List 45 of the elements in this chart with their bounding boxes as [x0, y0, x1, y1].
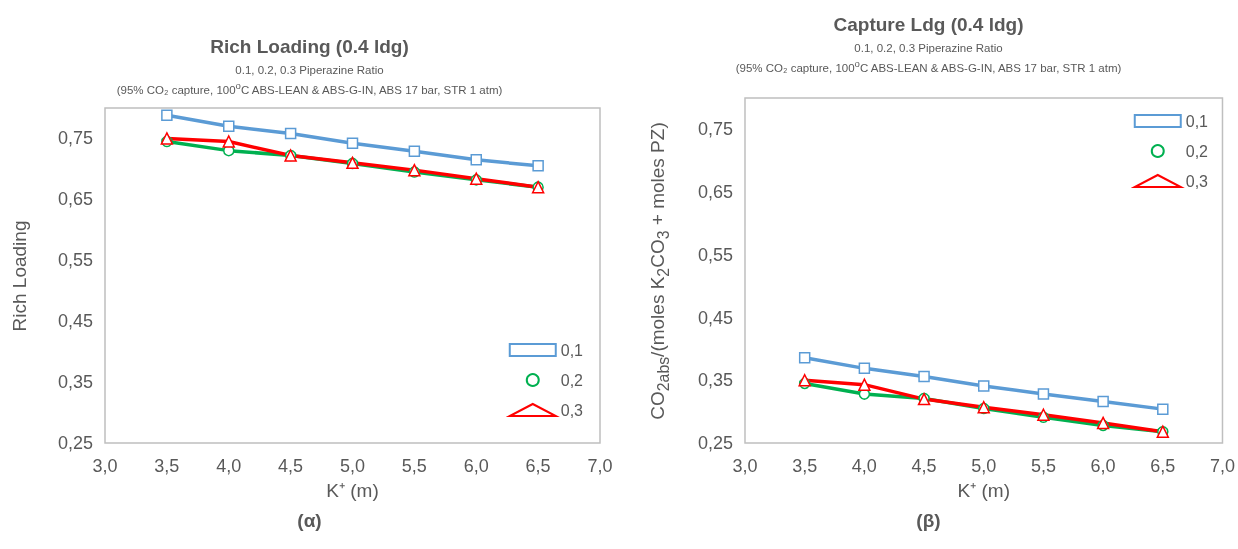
y-tick-label: 0,35: [697, 370, 733, 391]
text: (β): [915, 510, 942, 532]
y-tick-label: 0,25: [697, 433, 733, 453]
y-axis-title: Rich Loading: [9, 220, 31, 331]
y-tick-label: 0,65: [697, 182, 733, 203]
x-tick-label: 3,0: [732, 456, 758, 476]
legend-label: 0,1: [1185, 112, 1209, 130]
chart-title: Capture Ldg (0.4 ldg): [832, 14, 1025, 36]
chart-subtitle: 0.1, 0.2, 0.3 Piperazine Ratio (95% CO₂ capture, 100$^{o}$C ABS-LEAN & ABS-G-IN, ABS 17 bar, STR 1 atm): [734, 41, 1123, 76]
y-tick-label: 0,75: [57, 128, 93, 149]
x-tick-label: 7,0: [587, 456, 613, 476]
legend-label: 0,2: [1185, 142, 1209, 160]
x-tick-label: 4,5: [911, 456, 937, 476]
x-tick-label: 4,5: [278, 456, 304, 476]
x-tick-label: 5,0: [971, 456, 997, 476]
x-tick-label: 5,0: [339, 456, 366, 476]
y-tick-label: 0,75: [697, 119, 733, 140]
x-tick-label: 5,5: [401, 456, 427, 476]
chart-subtitle: 0.1, 0.2, 0.3 Piperazine Ratio (95% CO₂ capture, 100$^{o}$C ABS-LEAN & ABS-G-IN, ABS 17 bar, STR 1 atm): [115, 63, 504, 98]
x-tick-label: 6,5: [1150, 456, 1176, 476]
x-tick-label: 6,0: [463, 456, 489, 476]
y-tick-label: 0,55: [57, 250, 93, 271]
x-tick-label: 3,0: [92, 456, 118, 476]
chart-title: Rich Loading (0.4 ldg): [209, 36, 410, 58]
text: (α): [296, 510, 323, 532]
x-tick-label: 4,0: [851, 456, 877, 476]
x-tick-label: 3,5: [154, 456, 180, 476]
x-tick-label: 3,5: [792, 456, 818, 476]
x-axis-title: K⁺ (m): [326, 480, 379, 501]
x-tick-label: 5,5: [1030, 456, 1056, 476]
legend-label: 0,2: [560, 371, 584, 389]
y-tick-label: 0,45: [697, 307, 733, 328]
y-tick-label: 0,65: [57, 189, 93, 210]
x-tick-label: 4,0: [216, 456, 242, 476]
x-axis-title: K⁺ (m): [957, 480, 1010, 501]
y-tick-label: 0,45: [57, 311, 93, 332]
legend-label: 0,3: [1185, 172, 1209, 190]
y-tick-label: 0,35: [57, 372, 93, 393]
legend-label: 0,3: [560, 401, 584, 419]
x-tick-label: 6,0: [1090, 456, 1116, 476]
y-tick-label: 0,55: [697, 244, 733, 265]
x-tick-label: 6,5: [525, 456, 551, 476]
legend-label: 0,1: [560, 341, 584, 359]
y-tick-label: 0,25: [57, 433, 93, 453]
x-tick-label: 7,0: [1209, 456, 1235, 476]
